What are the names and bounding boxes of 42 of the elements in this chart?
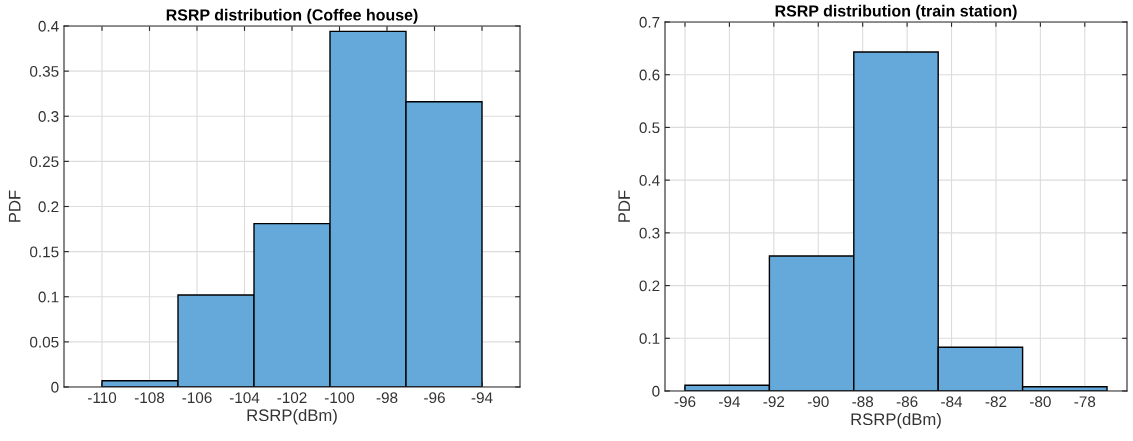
x-tick-label: -94	[719, 396, 741, 408]
x-tick-label: -84	[941, 396, 963, 408]
y-tick-label: 0.05	[30, 336, 59, 348]
y-tick-label: 0.35	[30, 65, 59, 77]
x-tick-label: -86	[896, 396, 918, 408]
x-tick-label: -102	[277, 392, 307, 404]
x-tick-label: -98	[376, 392, 398, 404]
y-tick-label: 0.5	[639, 122, 660, 134]
x-tick-label: -96	[674, 396, 696, 408]
y-tick-label: 0.3	[38, 111, 59, 122]
x-tick-label: -104	[229, 392, 260, 404]
y-tick-label: 0.4	[38, 20, 59, 32]
x-tick-label: -80	[1030, 396, 1051, 408]
y-tick-label: 0.15	[30, 246, 59, 258]
x-axis-title: RSRP(dBm)	[247, 408, 337, 425]
y-tick-label: 0.1	[38, 291, 59, 303]
x-tick-label: -78	[1074, 396, 1096, 408]
y-tick-label: 0	[652, 385, 660, 397]
y-tick-label: 0.7	[639, 16, 660, 28]
y-axis-title: PDF	[618, 190, 630, 222]
x-tick-label: -96	[424, 392, 445, 404]
chart-title: RSRP distribution (train station)	[775, 4, 1017, 20]
chart-title: RSRP distribution (Coffee house)	[166, 8, 418, 24]
x-tick-label: -94	[471, 392, 493, 404]
y-tick-label: 0	[51, 381, 59, 393]
y-tick-label: 0.2	[639, 280, 660, 292]
x-tick-label: -82	[985, 396, 1007, 408]
y-tick-label: 0.6	[639, 69, 660, 81]
x-axis-title: RSRP(dBm)	[851, 412, 941, 429]
y-tick-label: 0.25	[30, 156, 59, 168]
x-tick-label: -100	[324, 392, 355, 404]
y-tick-label: 0.4	[639, 175, 660, 186]
y-tick-label: 0.3	[639, 227, 660, 239]
x-tick-label: -108	[134, 392, 165, 404]
x-tick-label: -110	[87, 392, 117, 404]
x-tick-label: -106	[182, 392, 212, 404]
y-tick-label: 0.2	[38, 201, 59, 213]
y-tick-label: 0.1	[639, 333, 660, 344]
y-axis-title: PDF	[8, 190, 21, 222]
x-tick-label: -90	[807, 396, 829, 408]
x-tick-label: -88	[852, 396, 874, 408]
x-tick-label: -92	[763, 396, 785, 408]
